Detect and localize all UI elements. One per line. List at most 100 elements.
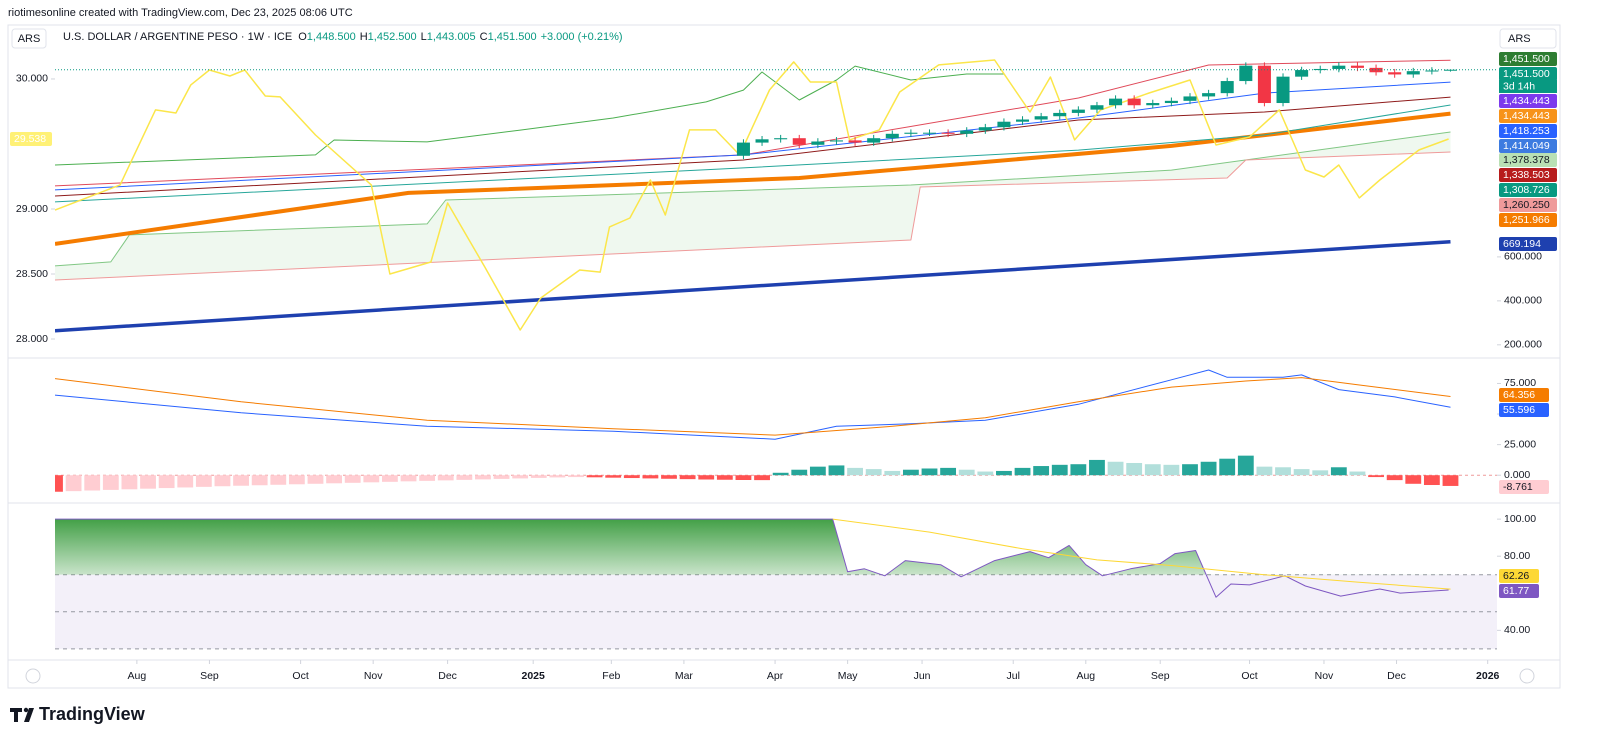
candle-body xyxy=(960,130,974,134)
ohlc-value: 1,448.500 xyxy=(307,31,356,43)
x-tick-label: Sep xyxy=(1151,670,1170,682)
price-tag-label: 1,414.049 xyxy=(1503,140,1550,152)
price-tag-label: 1,451.500 xyxy=(1503,68,1550,80)
price-tag-label: 1,418.253 xyxy=(1503,125,1550,137)
indicator-line xyxy=(55,369,1451,440)
candle-body xyxy=(848,140,862,143)
histogram-bar xyxy=(605,475,622,478)
y-tick-label: 28.000 xyxy=(16,333,48,345)
x-tick-label: Nov xyxy=(1315,670,1334,682)
x-tick-label: Dec xyxy=(1387,670,1406,682)
symbol-title: U.S. DOLLAR / ARGENTINE PESO · 1W · ICE xyxy=(63,31,292,43)
price-tag xyxy=(1499,94,1557,108)
histogram-bar xyxy=(84,475,101,491)
price-change: +3.000 (+0.21%) xyxy=(541,31,623,43)
price-tag xyxy=(1499,139,1557,153)
x-tick-label: Oct xyxy=(292,670,308,682)
price-tag-label: 1,260.250 xyxy=(1503,199,1550,211)
price-tag-label: 62.26 xyxy=(1503,570,1529,582)
histogram-bar xyxy=(158,475,175,489)
candle-body xyxy=(1053,112,1067,117)
auto-scale-icon[interactable] xyxy=(1519,668,1535,684)
candle-body xyxy=(1034,116,1048,120)
pane-layer xyxy=(55,518,1497,650)
y-tick-label: 29.000 xyxy=(16,203,48,215)
pane-layer xyxy=(55,369,1497,492)
histogram-bar xyxy=(1070,464,1087,476)
indicator-line xyxy=(55,59,1451,187)
histogram-bar xyxy=(568,475,584,478)
y-tick-label: 600.000 xyxy=(1504,251,1542,263)
histogram-bar xyxy=(419,475,436,481)
candle-body xyxy=(1295,70,1309,77)
histogram-bar xyxy=(884,470,901,476)
x-tick-label: May xyxy=(838,670,859,682)
histogram-bar xyxy=(1219,458,1236,476)
candle-body xyxy=(1350,65,1364,68)
brand-name: TradingView xyxy=(39,704,146,724)
x-tick-label: Sep xyxy=(200,670,219,682)
histogram-bar xyxy=(1200,461,1217,476)
x-tick-label: Aug xyxy=(1076,670,1095,682)
price-tag xyxy=(1499,213,1557,227)
x-tick-label: Oct xyxy=(1241,670,1257,682)
price-tag xyxy=(1499,569,1539,583)
histogram-bar xyxy=(865,469,882,476)
candle-body xyxy=(997,121,1011,128)
histogram-bar xyxy=(921,468,938,476)
candle-body xyxy=(811,141,825,145)
histogram-bar xyxy=(233,475,249,486)
price-tag-label: 29.538 xyxy=(14,133,46,145)
y-tick-label: 200.000 xyxy=(1504,339,1542,351)
price-tag xyxy=(1499,168,1557,182)
histogram-bar xyxy=(55,475,63,492)
price-tag-label: 1,338.503 xyxy=(1503,169,1550,181)
histogram-bar xyxy=(791,469,808,476)
price-tag xyxy=(1499,403,1549,417)
histogram-bar xyxy=(1126,462,1143,476)
y-tick-label: 400.000 xyxy=(1504,295,1542,307)
candle-body xyxy=(755,139,769,143)
histogram-bar xyxy=(363,475,380,483)
candle-body xyxy=(1276,76,1290,104)
candle-body xyxy=(1164,100,1178,104)
x-tick-label: Nov xyxy=(364,670,383,682)
y-tick-label: 80.00 xyxy=(1504,550,1530,562)
price-tag-label: -8.761 xyxy=(1503,481,1533,493)
credit: riotimesonline created with TradingView.… xyxy=(8,7,353,19)
histogram-bar xyxy=(1033,466,1050,476)
histogram-bar xyxy=(1442,475,1459,486)
price-tag xyxy=(1499,67,1557,81)
x-tick-label: Mar xyxy=(675,670,694,682)
histogram-bar xyxy=(1349,471,1366,476)
price-tag-label: 1,308.726 xyxy=(1503,184,1550,196)
price-tag-label: 669.194 xyxy=(1503,238,1541,250)
histogram-bar xyxy=(251,475,268,486)
histogram-bar xyxy=(177,475,194,488)
y-tick-label: 28.500 xyxy=(16,268,48,280)
ohlc-key: C xyxy=(480,31,488,43)
candle-body xyxy=(1369,67,1383,73)
candle-body xyxy=(829,140,843,142)
histogram-bar xyxy=(735,475,752,480)
candle-body xyxy=(885,133,899,139)
candle-body xyxy=(1239,65,1253,82)
histogram-bar xyxy=(1089,459,1105,476)
histogram-bar xyxy=(772,472,789,476)
candle-body xyxy=(1425,70,1439,72)
price-tag xyxy=(1499,480,1549,494)
indicator-line xyxy=(55,151,1451,281)
histogram-bar xyxy=(1256,466,1273,476)
currency-box[interactable] xyxy=(1499,28,1557,49)
symbol-box[interactable] xyxy=(11,28,47,49)
x-tick-label: 2025 xyxy=(522,670,546,682)
zoom-icon[interactable] xyxy=(25,668,41,684)
indicator-line xyxy=(55,96,1451,197)
countdown: 3d 14h xyxy=(1503,80,1535,92)
indicator-line xyxy=(55,81,1451,191)
candle-body xyxy=(867,138,881,143)
candle-body xyxy=(941,132,955,134)
price-tag xyxy=(1499,388,1549,402)
price-tag xyxy=(1499,183,1557,197)
